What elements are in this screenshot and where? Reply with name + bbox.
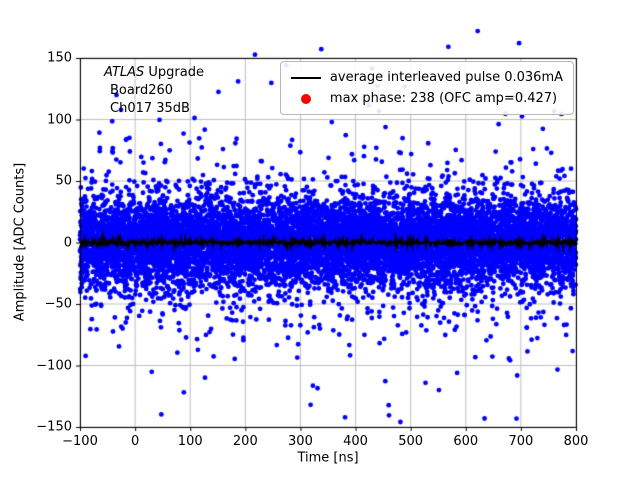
- figure: Time [ns] Amplitude [ADC Counts] ATLAS U…: [0, 0, 640, 480]
- plot-canvas: [0, 0, 640, 480]
